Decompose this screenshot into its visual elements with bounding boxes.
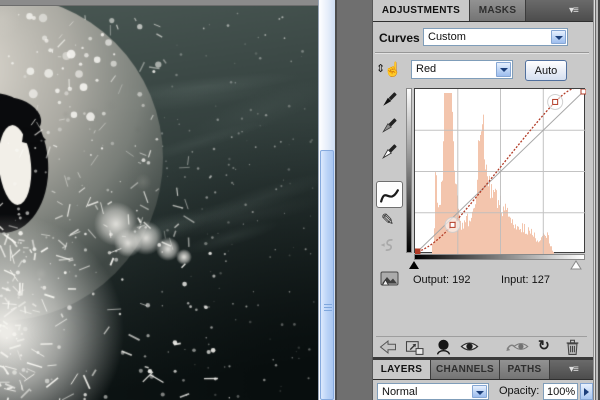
adjustment-type-label: Curves [379, 31, 420, 45]
scrollbar-grip-icon [324, 304, 332, 311]
output-readout: Output: 192 [413, 274, 471, 286]
channel-value: Red [416, 63, 437, 75]
delete-adjustment-icon[interactable] [564, 339, 586, 356]
pencil-tool-icon[interactable]: ✎ [381, 212, 395, 229]
updown-arrows-icon: ⇕ [376, 63, 386, 75]
separator [375, 52, 589, 54]
white-point-eyedropper-icon[interactable] [379, 142, 399, 162]
canvas-top-strip [0, 0, 318, 6]
shadow-slider[interactable] [409, 261, 419, 269]
return-to-adjustment-list-icon[interactable] [378, 339, 400, 356]
blend-mode-value: Normal [382, 386, 418, 398]
adjustment-affects-layers-icon[interactable] [380, 271, 400, 287]
blend-mode-dropdown[interactable]: Normal [377, 383, 489, 400]
preset-dropdown[interactable]: Custom [423, 28, 568, 46]
vertical-scrollbar[interactable] [318, 0, 335, 400]
scrollbar-thumb[interactable] [320, 150, 334, 400]
dropdown-arrow-icon[interactable] [472, 385, 487, 398]
opacity-value: 100% [547, 386, 576, 398]
tab-masks[interactable]: MASKS [470, 0, 526, 21]
clip-to-layer-icon[interactable] [435, 339, 457, 356]
gray-point-eyedropper-icon[interactable] [379, 116, 399, 136]
opacity-input[interactable]: 100% [543, 383, 578, 400]
opacity-stepper-icon[interactable] [580, 383, 593, 400]
view-previous-state-icon[interactable] [505, 339, 531, 356]
panel-right-edge [593, 0, 600, 400]
document-canvas[interactable] [0, 0, 318, 400]
channel-dropdown[interactable]: Red [411, 60, 513, 79]
reset-adjustment-icon[interactable]: ↻ [538, 337, 550, 353]
curves-graph[interactable] [414, 88, 586, 254]
tab-channels[interactable]: CHANNELS [431, 360, 500, 379]
panel-column: ADJUSTMENTS MASKS ▾≡ Curves Custom ⇕ ☝ R… [372, 0, 600, 400]
switch-panel-view-icon[interactable] [405, 339, 427, 356]
window-edge-divider [335, 0, 337, 400]
curve-point[interactable] [552, 98, 559, 105]
pointing-hand-icon: ☝ [384, 61, 402, 77]
input-sliders [409, 260, 582, 270]
edit-points-tool-button[interactable] [376, 181, 403, 208]
output-gradient-strip [406, 88, 412, 253]
on-image-adjustment-tool[interactable]: ⇕ ☝ [376, 58, 402, 84]
dropdown-arrow-icon[interactable] [496, 62, 511, 77]
dropdown-arrow-icon[interactable] [551, 30, 566, 44]
red-channel-histogram [432, 93, 554, 254]
black-point-eyedropper-icon[interactable] [379, 90, 399, 110]
panel-menu-icon[interactable]: ▾≡ [569, 5, 579, 16]
curve-squiggle-icon [380, 189, 399, 203]
curve-point[interactable] [415, 248, 421, 254]
curve-points[interactable] [415, 89, 586, 254]
tab-paths[interactable]: PATHS [500, 360, 550, 379]
curve-point[interactable] [580, 89, 586, 95]
layers-tabbar: LAYERS CHANNELS PATHS ▾≡ [373, 360, 593, 380]
tab-layers[interactable]: LAYERS [373, 360, 431, 379]
smooth-curve-icon[interactable] [378, 236, 398, 254]
adjustments-tabbar: ADJUSTMENTS MASKS ▾≡ [373, 0, 593, 22]
red-curve[interactable] [415, 89, 586, 254]
auto-button[interactable]: Auto [525, 60, 567, 81]
toggle-visibility-icon[interactable] [460, 339, 482, 356]
opacity-label: Opacity: [499, 385, 540, 397]
preset-value: Custom [428, 31, 466, 43]
tab-adjustments[interactable]: ADJUSTMENTS [373, 0, 470, 21]
baseline-diagonal [415, 89, 586, 254]
highlight-slider[interactable] [570, 260, 582, 270]
document-area [0, 0, 318, 400]
input-gradient-strip [414, 254, 585, 260]
panel-divider [373, 357, 593, 360]
input-readout: Input: 127 [501, 274, 550, 286]
curve-point[interactable] [449, 221, 456, 228]
panel-menu-icon[interactable]: ▾≡ [569, 364, 579, 375]
separator [376, 336, 587, 337]
